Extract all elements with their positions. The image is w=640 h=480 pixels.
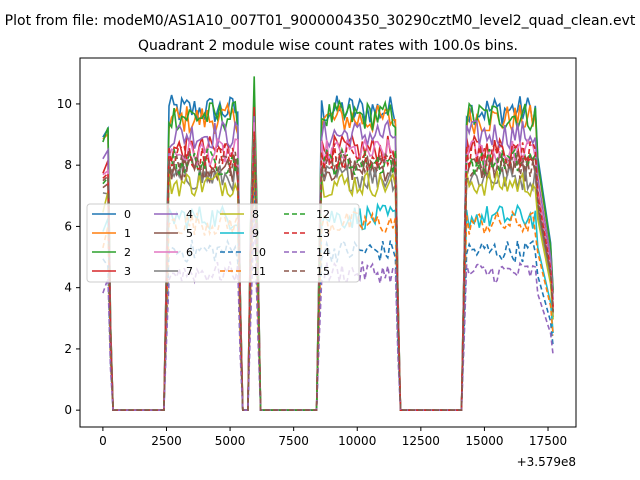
x-offset-label: +3.579e8 (517, 455, 576, 469)
legend-label-2: 2 (124, 246, 131, 259)
legend-label-4: 4 (186, 208, 193, 221)
x-tick-label: 2500 (151, 434, 182, 448)
legend-label-11: 11 (252, 265, 266, 278)
x-tick-label: 10000 (338, 434, 376, 448)
legend-label-14: 14 (316, 246, 330, 259)
legend-label-13: 13 (316, 227, 330, 240)
x-tick-label: 0 (99, 434, 107, 448)
series-line-15 (102, 140, 554, 411)
legend-label-8: 8 (252, 208, 259, 221)
series-line-4 (102, 116, 554, 411)
x-tick-label: 7500 (278, 434, 309, 448)
chart-title: Quadrant 2 module wise count rates with … (138, 38, 518, 54)
legend-label-3: 3 (124, 265, 131, 278)
legend-label-9: 9 (252, 227, 259, 240)
y-tick-label: 0 (64, 403, 72, 417)
legend-label-10: 10 (252, 246, 266, 259)
y-tick-label: 4 (64, 281, 72, 295)
legend-label-0: 0 (124, 208, 131, 221)
series-line-13 (102, 131, 554, 411)
series-line-2 (102, 76, 554, 411)
plot-frame (79, 57, 577, 428)
y-tick-label: 8 (64, 158, 72, 172)
x-tick-label: 12500 (402, 434, 440, 448)
figure-suptitle: Plot from file: modeM0/AS1A10_007T01_900… (5, 13, 636, 29)
x-tick-label: 5000 (215, 434, 246, 448)
legend-label-15: 15 (316, 265, 330, 278)
legend-label-7: 7 (186, 265, 193, 278)
y-tick-label: 10 (57, 97, 72, 111)
legend-label-6: 6 (186, 246, 193, 259)
series-line-8 (102, 143, 554, 411)
legend-label-1: 1 (124, 227, 131, 240)
legend-label-12: 12 (316, 208, 330, 221)
x-tick-label: 17500 (529, 434, 567, 448)
legend-label-5: 5 (186, 227, 193, 240)
y-tick-label: 6 (64, 219, 72, 233)
y-tick-label: 2 (64, 342, 72, 356)
x-tick-label: 15000 (465, 434, 503, 448)
legend-box (86, 203, 360, 283)
series-line-6 (102, 122, 554, 411)
